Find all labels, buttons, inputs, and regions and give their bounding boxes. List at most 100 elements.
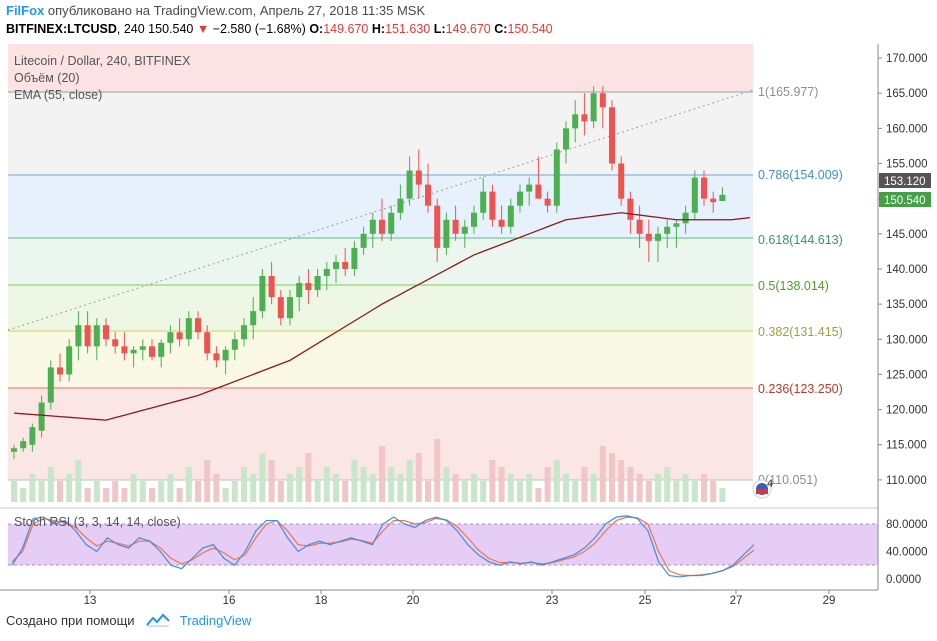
symbol: BITFINEX:LTCUSD — [6, 22, 117, 36]
volume-bar — [176, 488, 183, 502]
volume-bar — [47, 467, 54, 502]
stoch-tick-label: 80.0000 — [886, 519, 928, 531]
volume-bar — [314, 481, 321, 502]
candle — [701, 170, 707, 206]
volume-bar — [425, 481, 431, 502]
legend-volume: Объём (20) — [14, 71, 80, 85]
candle — [176, 318, 183, 347]
candle — [544, 191, 551, 213]
footer: Создано при помощи TradingView — [6, 613, 251, 630]
stoch-d-line — [11, 516, 755, 577]
volume-bar — [443, 467, 450, 502]
legend-ema: EMA (55, close) — [14, 88, 102, 102]
candle — [471, 205, 477, 234]
volume-bar — [84, 488, 91, 502]
volume-bar — [296, 467, 303, 502]
volume-bars — [11, 439, 726, 502]
candle — [379, 198, 385, 241]
candle — [11, 444, 17, 459]
volume-bar — [489, 460, 496, 502]
volume-bar — [535, 488, 542, 502]
candle — [277, 290, 284, 326]
candle — [719, 187, 726, 201]
svg-text:150.540: 150.540 — [884, 195, 926, 207]
price-tick-label: 165.000 — [886, 88, 928, 100]
fib-label-0786: 0.786(154.009) — [758, 168, 843, 182]
candle — [185, 311, 192, 347]
volume-bar — [20, 488, 27, 502]
candle — [590, 86, 597, 129]
volume-bar — [655, 474, 661, 502]
footer-brand[interactable]: TradingView — [179, 613, 252, 628]
fib-label-0382: 0.382(131.415) — [758, 325, 843, 339]
open-value: 149.670 — [323, 22, 369, 36]
time-axis[interactable]: 13 16 18 20 23 25 27 29 — [84, 590, 836, 607]
fib-label-0236: 0.236(123.250) — [758, 382, 843, 396]
volume-bar — [158, 481, 165, 502]
flag-count: 4 — [767, 478, 773, 490]
volume-bar — [231, 481, 238, 502]
candle — [75, 311, 82, 361]
candle — [314, 268, 321, 298]
stoch-tick-label: 0.0000 — [886, 574, 921, 586]
price-change: −2.580 (−1.68%) — [212, 22, 306, 36]
price-tick-label: 140.000 — [886, 264, 928, 276]
fib-label-05: 0.5(138.014) — [758, 279, 829, 293]
candle — [38, 395, 45, 438]
candle — [195, 311, 201, 340]
tradingview-logo-icon[interactable] — [146, 613, 170, 630]
candle — [655, 226, 661, 262]
candle — [480, 177, 487, 220]
volume-bar — [388, 467, 395, 502]
volume-bar — [149, 488, 155, 502]
high-label: H: — [371, 22, 386, 36]
candle — [93, 318, 100, 361]
candle — [691, 170, 698, 220]
volume-bar — [379, 446, 385, 502]
volume-bar — [618, 460, 625, 502]
candle — [553, 142, 560, 213]
price-scale[interactable]: 170.000165.000160.000155.000150.000145.0… — [878, 53, 928, 487]
volume-bar — [590, 474, 597, 502]
candle — [305, 268, 312, 305]
candle — [599, 86, 606, 129]
author-name[interactable]: FilFox — [6, 3, 45, 18]
volume-bar — [222, 488, 229, 502]
price-tick-label: 170.000 — [886, 53, 928, 65]
volume-bar — [360, 467, 367, 502]
candle — [112, 332, 119, 354]
candle — [47, 360, 54, 410]
candle — [259, 268, 266, 319]
volume-bar — [461, 481, 468, 502]
volume-bar — [139, 481, 146, 502]
open-label: O: — [309, 22, 324, 36]
candle — [369, 212, 376, 248]
candle — [222, 346, 229, 375]
volume-bar — [185, 467, 192, 502]
close-label: C: — [494, 22, 508, 36]
down-arrow-icon: ▼ — [196, 22, 210, 36]
price-tick-label: 110.000 — [886, 475, 927, 487]
volume-bar — [719, 488, 726, 502]
volume-bar — [627, 467, 634, 502]
svg-text:153.120: 153.120 — [884, 176, 926, 188]
candle — [103, 318, 109, 347]
volume-bar — [452, 474, 459, 502]
volume-bar — [471, 474, 477, 502]
stoch-scale[interactable]: 80.0000 40.0000 0.0000 — [886, 519, 928, 586]
volume-bar — [195, 481, 201, 502]
price-tick-label: 125.000 — [886, 369, 928, 381]
volume-bar — [599, 446, 606, 502]
event-flag-icon[interactable]: 4 — [752, 478, 773, 499]
candle — [563, 121, 569, 164]
footer-created: Создано при помощи — [6, 613, 135, 628]
volume-bar — [351, 460, 358, 502]
candle — [388, 205, 395, 241]
low-value: 149.670 — [445, 22, 491, 36]
ohlc-line: BITFINEX:LTCUSD, 240 150.540 ▼ −2.580 (−… — [6, 22, 553, 36]
candle — [333, 254, 339, 284]
fib-label-0618: 0.618(144.613) — [758, 233, 843, 247]
candle — [323, 261, 330, 291]
volume-bar — [553, 460, 560, 502]
